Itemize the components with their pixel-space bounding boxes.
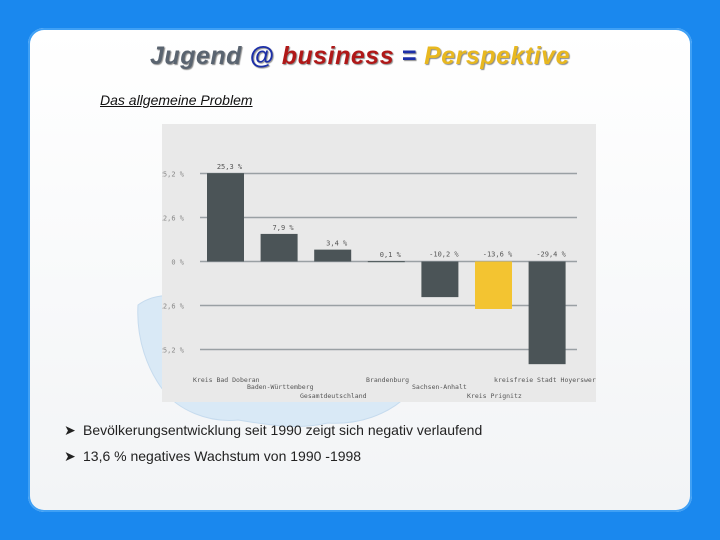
y-tick-label: 0 %	[171, 259, 184, 267]
title-part-jugend: Jugend	[150, 42, 242, 70]
bar-chart: 25,2 % 12,6 % 0 % -12,6 % -25,2 % 25,3 % 7,9 %…	[162, 163, 596, 400]
x-category-label: Kreis Bad Doberan	[193, 376, 260, 384]
y-tick-label: -25,2 %	[162, 347, 185, 355]
bar-value-label: 25,3 %	[217, 163, 243, 171]
chart-area: 25,2 % 12,6 % 0 % -12,6 % -25,2 % 25,3 % 7,9 %…	[162, 124, 596, 402]
bullet-item: ➤ Bevölkerungsentwicklung seit 1990 zeig…	[64, 420, 482, 446]
bullet-list: ➤ Bevölkerungsentwicklung seit 1990 zeig…	[64, 420, 482, 472]
bar	[260, 233, 298, 262]
title-part-at: @	[249, 42, 275, 70]
y-tick-label: 12,6 %	[162, 215, 185, 223]
x-category-label: Sachsen-Anhalt	[412, 383, 467, 391]
y-tick-label: -12,6 %	[162, 303, 185, 311]
title-part-business: business	[281, 42, 395, 70]
bar-value-label: -10,2 %	[429, 251, 459, 259]
x-category-label: Brandenburg	[366, 376, 409, 384]
slide-subtitle: Das allgemeine Problem	[100, 92, 253, 108]
bar	[475, 261, 512, 309]
y-tick-label: 25,2 %	[162, 171, 185, 179]
bar-value-label: 7,9 %	[273, 224, 295, 232]
bullet-text: Bevölkerungsentwicklung seit 1990 zeigt …	[83, 422, 483, 438]
bar-value-label: 0,1 %	[380, 251, 402, 259]
bar	[207, 173, 244, 262]
bar	[367, 261, 405, 263]
title-part-perspektive: Perspektive	[424, 42, 570, 70]
bullet-text: 13,6 % negatives Wachstum von 1990 -1998	[83, 448, 362, 464]
slide-title: Jugend @ business = Perspektive	[0, 42, 720, 71]
x-category-label: Kreis Prignitz	[467, 392, 522, 400]
bar	[314, 249, 352, 262]
bar-value-label: 3,4 %	[326, 240, 348, 248]
x-category-label: Baden-Württemberg	[247, 383, 314, 391]
bar-value-label: -29,4 %	[536, 251, 566, 259]
x-category-label: Gesamtdeutschland	[300, 392, 367, 400]
bullet-item: ➤ 13,6 % negatives Wachstum von 1990 -19…	[64, 446, 482, 472]
bar-value-label: -13,6 %	[483, 251, 513, 259]
arrow-right-icon: ➤	[64, 422, 76, 438]
bar	[421, 261, 459, 298]
title-part-equals: =	[401, 42, 417, 70]
bar	[528, 261, 566, 365]
arrow-right-icon: ➤	[64, 448, 76, 464]
x-category-label: kreisfreie Stadt Hoyerswerda	[494, 376, 596, 384]
